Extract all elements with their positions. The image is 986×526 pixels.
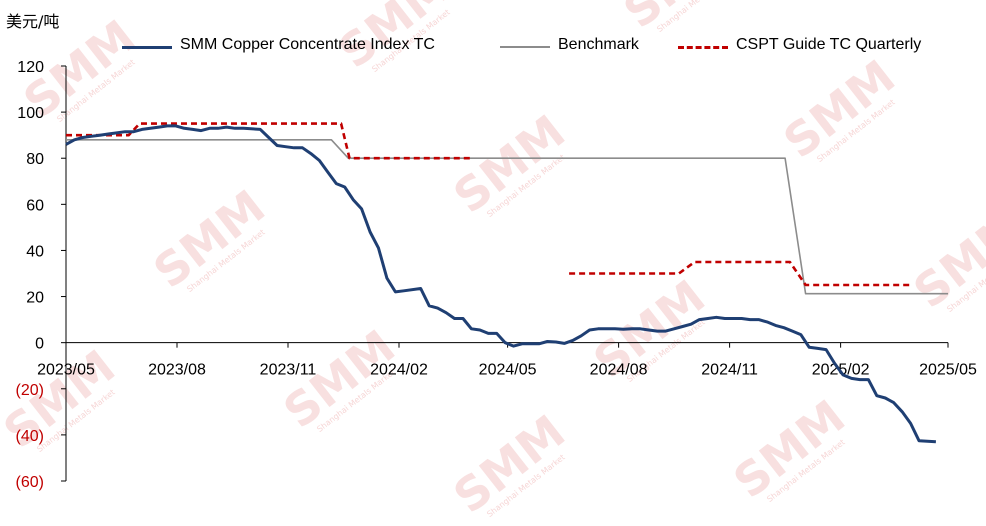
- y-tick-label: 80: [26, 151, 44, 168]
- x-tick-label: 2023/11: [260, 362, 317, 379]
- x-tick-label: 2023/08: [148, 362, 206, 379]
- series-line-smm-index: [65, 124, 936, 444]
- y-tick-label: 60: [26, 197, 44, 214]
- x-tick-label: 2024/05: [479, 362, 537, 379]
- x-tick-label: 2023/05: [37, 362, 95, 379]
- y-tick-label: 20: [26, 290, 44, 307]
- legend-label-cspt: CSPT Guide TC Quarterly: [736, 36, 922, 53]
- unit-label: 美元/吨: [6, 12, 60, 31]
- y-tick-label: (40): [16, 428, 44, 445]
- legend-label-index: SMM Copper Concentrate Index TC: [180, 36, 435, 53]
- y-tick-label: 100: [17, 105, 44, 122]
- x-tick-label: 2024/11: [701, 362, 758, 379]
- series-layer: [65, 122, 948, 444]
- axes: 120 100 80 60 40 20 0 (20) (40) (60) 2023/05 2023/0…: [16, 59, 977, 491]
- y-tick-label: 0: [35, 336, 44, 353]
- x-tick-label: 2024/02: [370, 362, 428, 379]
- legend-label-benchmark: Benchmark: [558, 36, 639, 53]
- y-tick-label: 40: [26, 243, 44, 260]
- series-line-benchmark: [66, 139, 948, 295]
- legend-swatch-benchmark: [500, 46, 550, 48]
- legend-swatch-index: [122, 46, 172, 49]
- series-line-cspt-guide: [66, 122, 911, 287]
- x-tick-label: 2024/08: [590, 362, 648, 379]
- watermark-text: SMM: [904, 199, 986, 318]
- y-tick-label: (20): [16, 382, 44, 399]
- x-tick-label: 2025/05: [919, 362, 977, 379]
- y-tick-label: (60): [16, 474, 44, 491]
- y-tick-label: 120: [17, 59, 44, 76]
- legend-swatch-cspt: [678, 46, 728, 49]
